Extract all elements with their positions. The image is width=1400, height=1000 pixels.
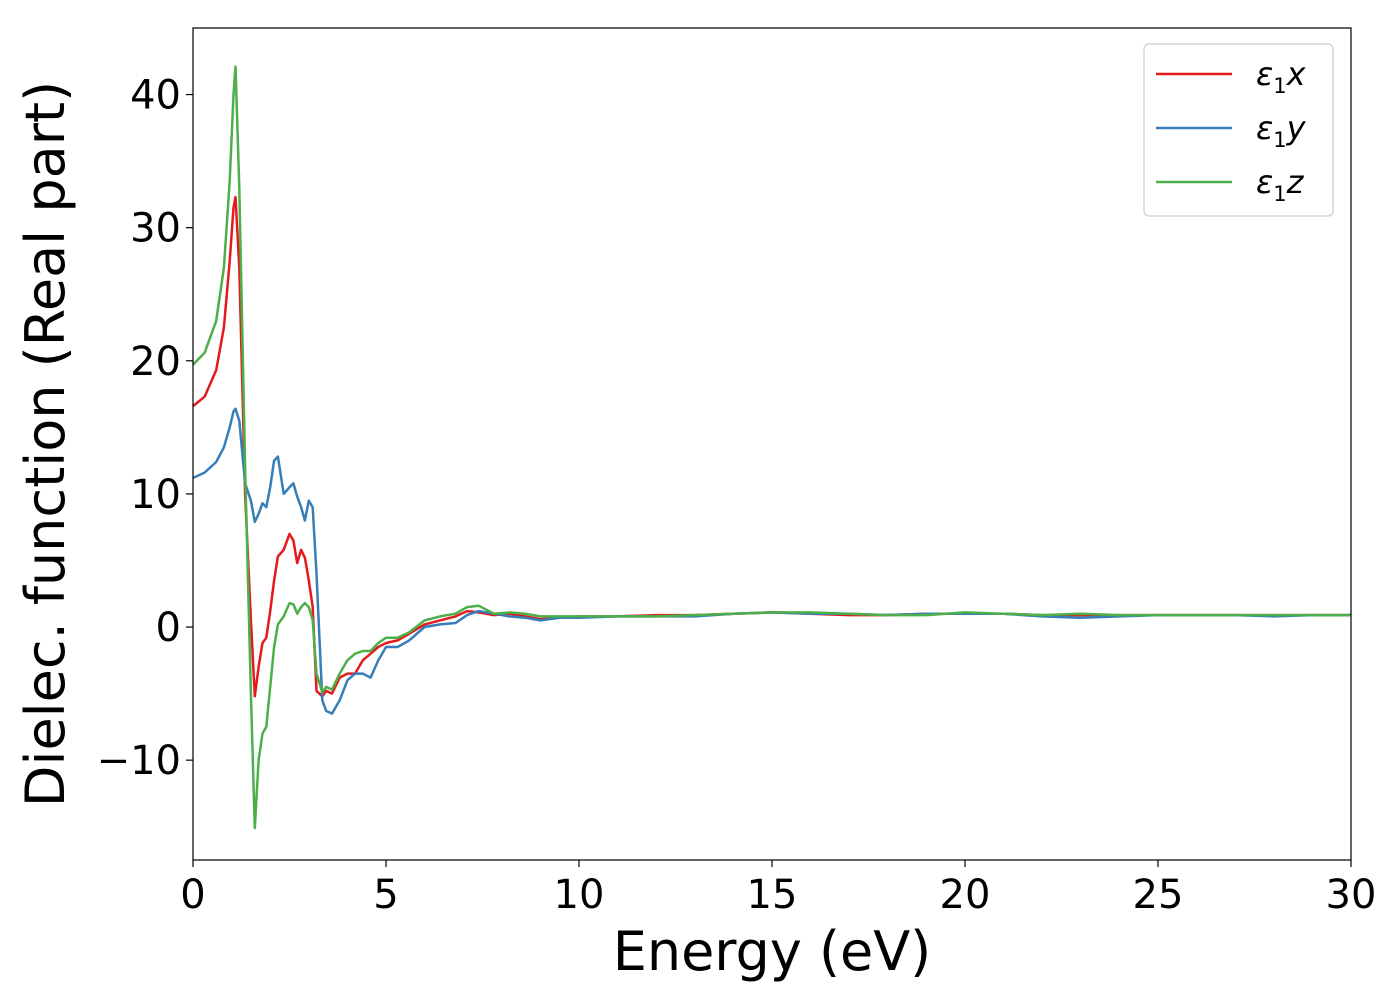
series-line-y [192,407,1351,715]
y-tick-label: −10 [97,738,181,784]
legend-label-z: ε1z [1256,163,1305,206]
x-tick-label: 30 [1326,872,1377,918]
x-tick-label: 15 [747,872,798,918]
legend-box [1143,43,1334,217]
y-tick-label: 20 [130,339,181,385]
y-tick-label: 40 [130,73,181,119]
series-line-z [192,65,1351,830]
y-tick-label: 0 [156,605,181,651]
series-layer [192,65,1351,830]
series-line-x [192,195,1351,698]
x-tick-label: 10 [554,872,605,918]
y-tick-label: 30 [130,206,181,252]
x-tick-label: 25 [1133,872,1184,918]
x-axis-label: Energy (eV) [613,920,932,983]
legend: ε1x ε1y ε1z [1143,43,1334,217]
y-tick-label: 10 [130,472,181,518]
x-tick-label: 5 [373,872,398,918]
legend-label-x: ε1x [1256,55,1307,98]
ticks-layer: 0 5 10 15 20 25 30 −10 0 10 20 30 40 [97,73,1377,918]
x-tick-label: 0 [180,872,205,918]
y-axis-label: Dielec. function (Real part) [14,81,77,807]
legend-label-y: ε1y [1256,109,1307,152]
x-tick-label: 20 [940,872,991,918]
